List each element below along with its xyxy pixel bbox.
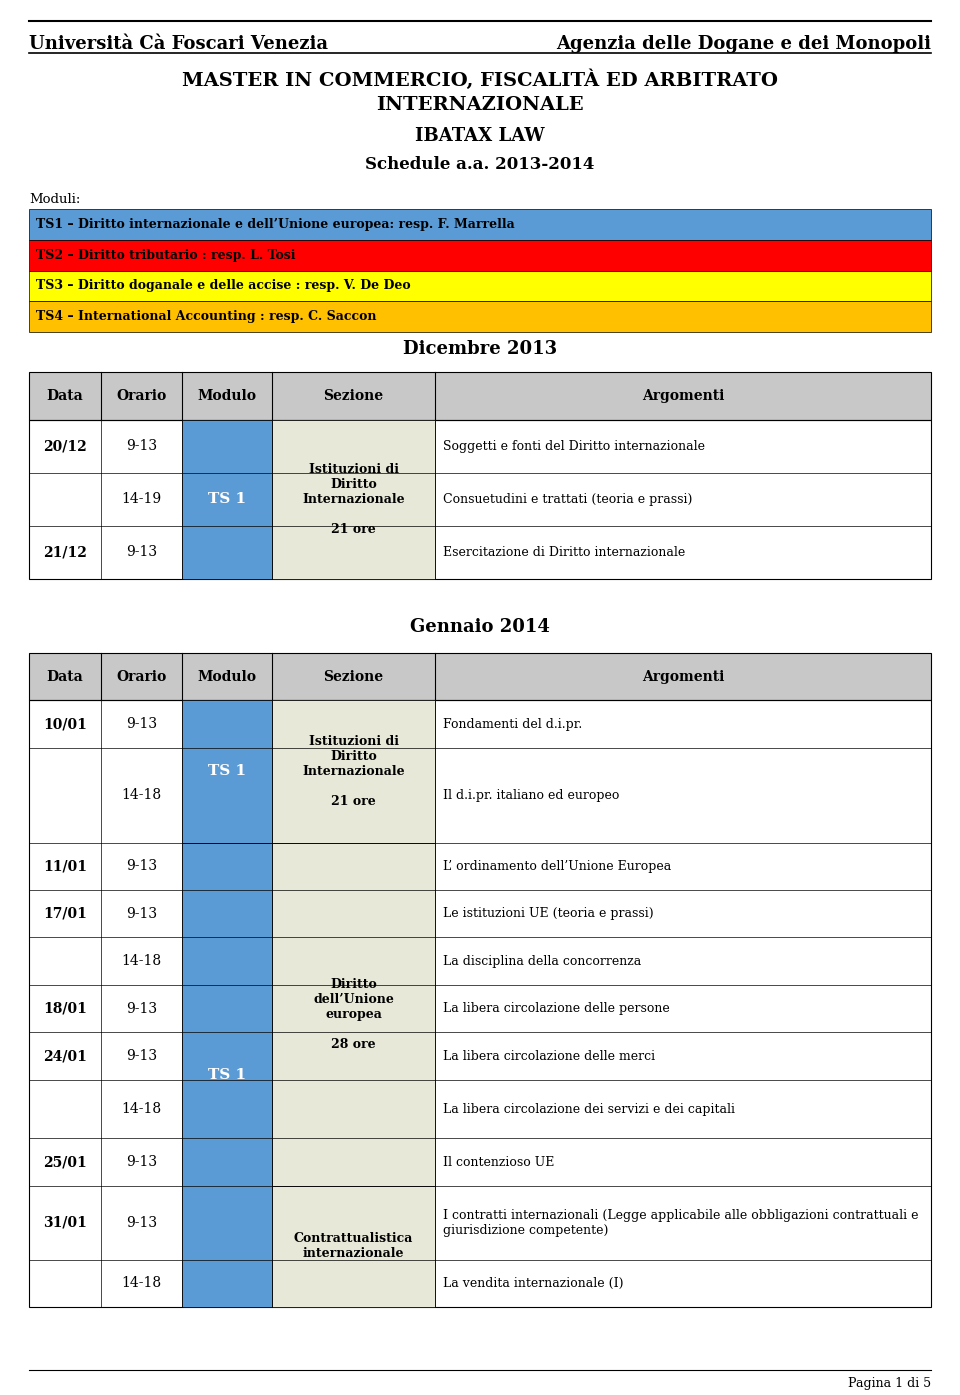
Bar	[29, 372, 931, 420]
Text: 9-13: 9-13	[126, 1155, 157, 1169]
Text: TS 1: TS 1	[208, 764, 247, 778]
Text: 14-18: 14-18	[122, 788, 161, 802]
Text: Moduli:: Moduli:	[29, 193, 81, 205]
Text: 20/12: 20/12	[43, 439, 86, 453]
Text: 25/01: 25/01	[43, 1155, 86, 1169]
Text: Argomenti: Argomenti	[642, 670, 724, 684]
Text: 10/01: 10/01	[43, 717, 86, 731]
Text: Il d.i.pr. italiano ed europeo: Il d.i.pr. italiano ed europeo	[443, 788, 619, 802]
Text: Modulo: Modulo	[198, 670, 257, 684]
Bar	[29, 240, 931, 271]
Bar	[29, 209, 931, 240]
Text: 9-13: 9-13	[126, 1215, 157, 1230]
Text: La vendita internazionale (I): La vendita internazionale (I)	[443, 1276, 623, 1290]
Text: 31/01: 31/01	[43, 1215, 86, 1230]
Text: 11/01: 11/01	[43, 859, 87, 873]
Text: Istituzioni di
Diritto
Internazionale

21 ore: Istituzioni di Diritto Internazionale 21…	[302, 735, 405, 808]
Text: Diritto
dell’Unione
europea

28 ore: Diritto dell’Unione europea 28 ore	[313, 978, 395, 1050]
Text: Pagina 1 di 5: Pagina 1 di 5	[848, 1377, 931, 1389]
Text: Agenzia delle Dogane e dei Monopoli: Agenzia delle Dogane e dei Monopoli	[556, 35, 931, 53]
Bar	[29, 653, 931, 700]
Bar	[29, 301, 931, 332]
Text: 9-13: 9-13	[126, 907, 157, 921]
Text: Soggetti e fonti del Diritto internazionale: Soggetti e fonti del Diritto internazion…	[443, 439, 705, 453]
Bar	[29, 700, 931, 1307]
Bar	[273, 420, 435, 579]
Text: 14-18: 14-18	[122, 954, 161, 968]
Text: 18/01: 18/01	[43, 1002, 86, 1016]
Text: La disciplina della concorrenza: La disciplina della concorrenza	[443, 954, 641, 968]
Text: Sezione: Sezione	[324, 389, 384, 403]
Text: I contratti internazionali (Legge applicabile alle obbligazioni contrattuali e g: I contratti internazionali (Legge applic…	[443, 1208, 918, 1237]
Text: Esercitazione di Diritto internazionale: Esercitazione di Diritto internazionale	[443, 545, 684, 559]
Text: 14-19: 14-19	[122, 492, 161, 506]
Text: Sezione: Sezione	[324, 670, 384, 684]
Text: Fondamenti del d.i.pr.: Fondamenti del d.i.pr.	[443, 717, 582, 731]
Text: TS 1: TS 1	[208, 492, 247, 506]
Text: INTERNAZIONALE: INTERNAZIONALE	[376, 96, 584, 114]
Text: Dicembre 2013: Dicembre 2013	[403, 340, 557, 359]
Text: Le istituzioni UE (teoria e prassi): Le istituzioni UE (teoria e prassi)	[443, 907, 653, 921]
Text: TS2 – Diritto tributario : resp. L. Tosi: TS2 – Diritto tributario : resp. L. Tosi	[36, 248, 296, 262]
Text: Schedule a.a. 2013-2014: Schedule a.a. 2013-2014	[366, 156, 594, 173]
Text: 9-13: 9-13	[126, 545, 157, 559]
Text: La libera circolazione dei servizi e dei capitali: La libera circolazione dei servizi e dei…	[443, 1102, 734, 1116]
Text: Modulo: Modulo	[198, 389, 257, 403]
Text: TS 1: TS 1	[208, 1067, 247, 1083]
Text: 14-18: 14-18	[122, 1102, 161, 1116]
Text: La libera circolazione delle persone: La libera circolazione delle persone	[443, 1002, 669, 1016]
Bar	[273, 843, 435, 1186]
Text: TS1 – Diritto internazionale e dell’Unione europea: resp. F. Marrella: TS1 – Diritto internazionale e dell’Unio…	[36, 218, 516, 232]
Text: 9-13: 9-13	[126, 439, 157, 453]
Text: Orario: Orario	[116, 389, 167, 403]
Bar	[273, 1186, 435, 1307]
Text: Gennaio 2014: Gennaio 2014	[410, 618, 550, 636]
Text: 14-18: 14-18	[122, 1276, 161, 1290]
Text: La libera circolazione delle merci: La libera circolazione delle merci	[443, 1049, 655, 1063]
Bar	[182, 843, 273, 1307]
Text: MASTER IN COMMERCIO, FISCALITÀ ED ARBITRATO: MASTER IN COMMERCIO, FISCALITÀ ED ARBITR…	[182, 70, 778, 91]
Text: Consuetudini e trattati (teoria e prassi): Consuetudini e trattati (teoria e prassi…	[443, 492, 692, 506]
Text: L’ ordinamento dell’Unione Europea: L’ ordinamento dell’Unione Europea	[443, 859, 671, 873]
Text: Data: Data	[46, 389, 84, 403]
Text: 9-13: 9-13	[126, 859, 157, 873]
Text: Università Cà Foscari Venezia: Università Cà Foscari Venezia	[29, 35, 327, 53]
Text: Argomenti: Argomenti	[642, 389, 724, 403]
Bar	[29, 420, 931, 579]
Text: Contrattualistica
internazionale: Contrattualistica internazionale	[294, 1232, 414, 1261]
Text: 17/01: 17/01	[43, 907, 86, 921]
Bar	[182, 420, 273, 579]
Text: Orario: Orario	[116, 670, 167, 684]
Text: Istituzioni di
Diritto
Internazionale

21 ore: Istituzioni di Diritto Internazionale 21…	[302, 463, 405, 536]
Text: 24/01: 24/01	[43, 1049, 86, 1063]
Bar	[29, 271, 931, 301]
Text: TS4 – International Accounting : resp. C. Saccon: TS4 – International Accounting : resp. C…	[36, 310, 377, 324]
Text: Il contenzioso UE: Il contenzioso UE	[443, 1155, 554, 1169]
Text: TS3 – Diritto doganale e delle accise : resp. V. De Deo: TS3 – Diritto doganale e delle accise : …	[36, 279, 411, 293]
Text: 9-13: 9-13	[126, 1002, 157, 1016]
Bar	[273, 700, 435, 843]
Text: 9-13: 9-13	[126, 717, 157, 731]
Text: Data: Data	[46, 670, 84, 684]
Bar	[182, 700, 273, 843]
Text: 21/12: 21/12	[43, 545, 86, 559]
Text: IBATAX LAW: IBATAX LAW	[416, 127, 544, 145]
Text: 9-13: 9-13	[126, 1049, 157, 1063]
